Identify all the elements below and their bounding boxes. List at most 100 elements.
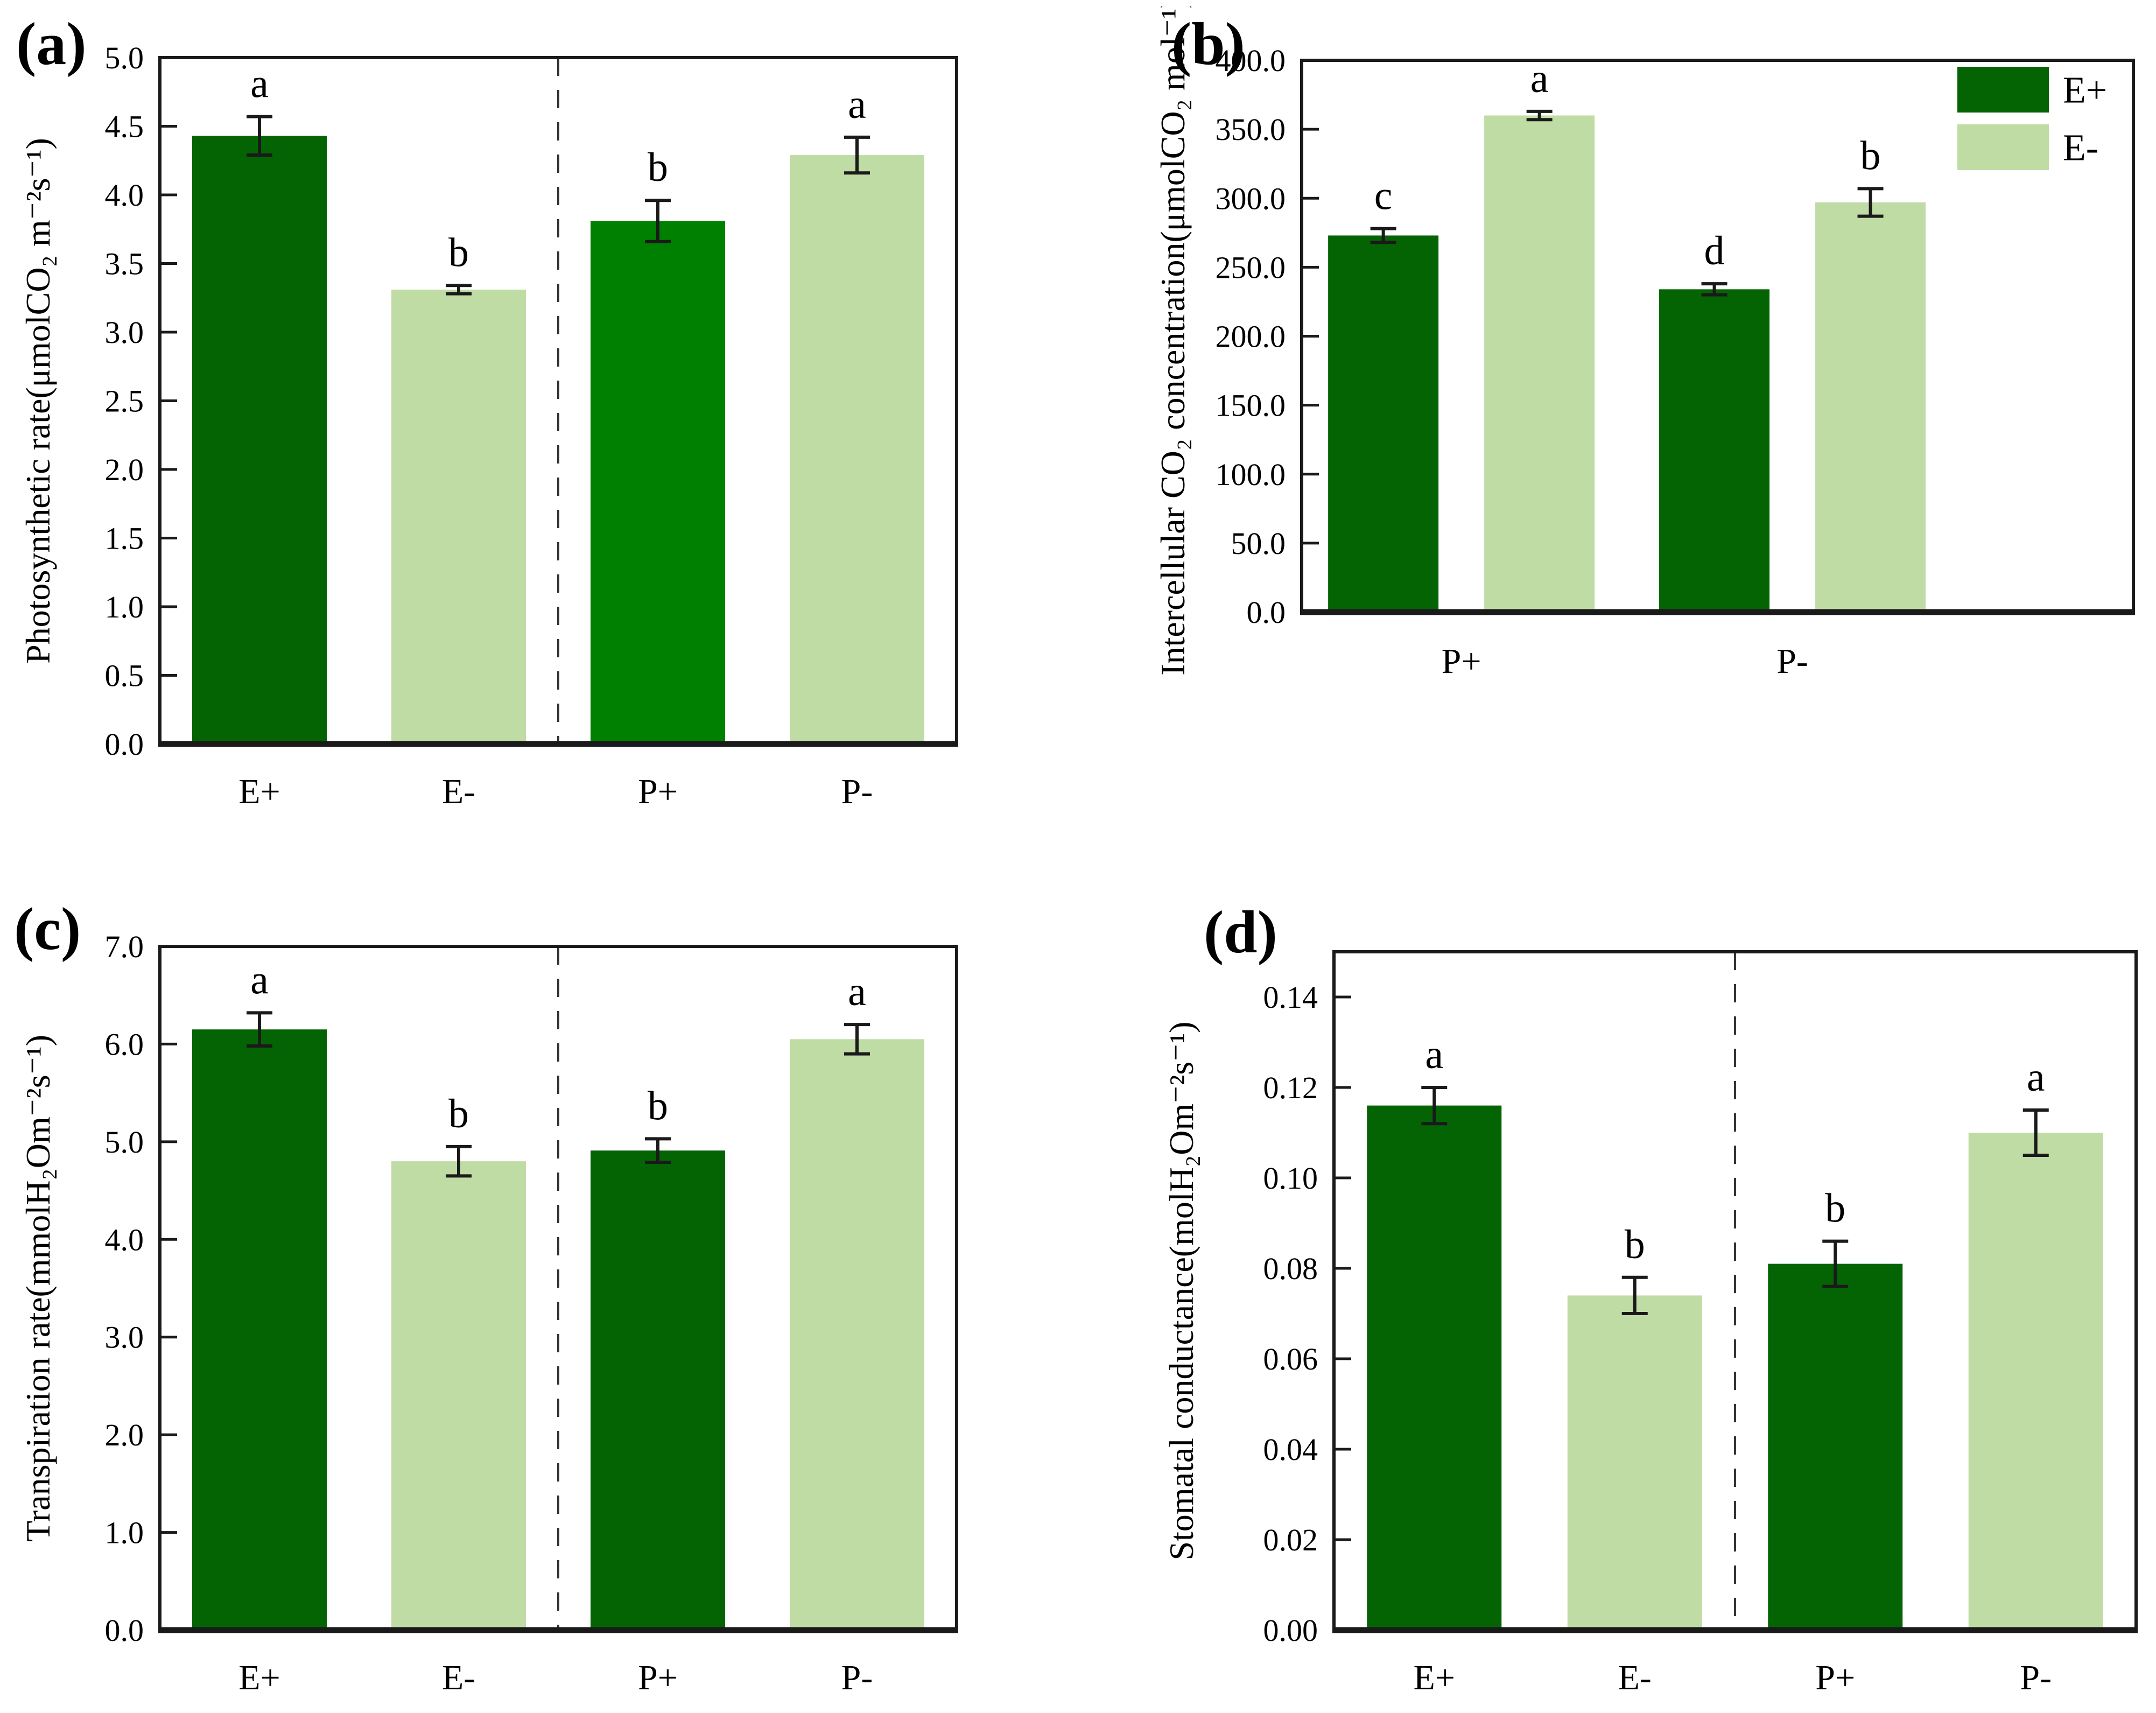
y-tick-label: 6.0 <box>105 1027 144 1062</box>
y-tick-label: 5.0 <box>105 1125 144 1160</box>
y-tick-label: 300.0 <box>1216 181 1286 216</box>
sig-letter: b <box>1825 1186 1845 1231</box>
bar-E- <box>391 289 526 744</box>
y-tick-label: 4.5 <box>105 109 144 144</box>
panel-a-label: (a) <box>16 11 87 78</box>
x-tick-label: E- <box>442 772 475 811</box>
x-tick-label: P+ <box>638 1658 678 1697</box>
bar-P--E+ <box>1659 289 1770 612</box>
legend-label: E- <box>2063 128 2098 169</box>
x-tick-label: P- <box>841 1658 873 1697</box>
y-tick-label: 150.0 <box>1216 388 1286 423</box>
sig-letter: b <box>1860 133 1881 178</box>
error-bar <box>1421 1086 1448 1126</box>
y-tick-label: 2.5 <box>105 384 144 419</box>
x-tick-label: P+ <box>1815 1658 1855 1697</box>
y-tick-label: 50.0 <box>1231 526 1286 561</box>
y-axis-label: Intercellular CO₂ concentration(μmolCO₂ … <box>1154 6 1192 676</box>
bar-P- <box>790 155 924 744</box>
x-tick-label: E+ <box>238 772 280 811</box>
legend-label: E+ <box>2063 70 2107 111</box>
x-tick-label: P+ <box>638 772 678 811</box>
y-axis-label: Photosynthetic rate(μmolCO₂ m⁻²s⁻¹) <box>19 138 57 664</box>
sig-letter: b <box>448 230 469 275</box>
error-bar <box>844 1023 870 1056</box>
panel-a: (a) 0.0 0.5 1.0 1.5 2.0 2.5 3.0 3.5 4.0 4.5 5.0 Pho… <box>6 6 1056 860</box>
panel-a-plot: 0.0 0.5 1.0 1.5 2.0 2.5 3.0 3.5 4.0 4.5 5.0 Photosy… <box>19 40 958 811</box>
x-tick-label: E- <box>442 1658 475 1697</box>
bar-E- <box>1567 1295 1702 1630</box>
y-tick-label: 0.02 <box>1263 1522 1318 1557</box>
panel-c: (c) 0.0 1.0 2.0 3.0 4.0 5.0 6.0 7.0 Transpiratio… <box>6 887 1056 1713</box>
panel-c-label: (c) <box>14 896 81 963</box>
bar-E+ <box>192 1029 327 1630</box>
panel-b-plot: 0.0 50.0 100.0 150.0 200.0 250.0 300.0 350.0 400… <box>1154 6 2135 681</box>
x-tick-label: P+ <box>1442 642 1481 681</box>
y-tick-label: 400.0 <box>1216 43 1286 78</box>
y-tick-label: 5.0 <box>105 40 144 75</box>
y-tick-label: 350.0 <box>1216 112 1286 147</box>
panel-c-plot: 0.0 1.0 2.0 3.0 4.0 5.0 6.0 7.0 Transpiration ra… <box>19 929 958 1697</box>
y-tick-label: 3.5 <box>105 247 144 282</box>
y-tick-label: 2.0 <box>105 452 144 487</box>
y-tick-label: 4.0 <box>105 1222 144 1257</box>
y-tick-label: 0.00 <box>1263 1613 1318 1648</box>
bar-E- <box>391 1161 526 1630</box>
error-bar <box>446 284 472 296</box>
legend-swatch-E- <box>1957 124 2049 170</box>
panel-d-label: (d) <box>1204 899 1277 966</box>
error-bar <box>2022 1108 2049 1157</box>
y-tick-label: 0.5 <box>105 658 144 693</box>
y-tick-label: 250.0 <box>1216 250 1286 285</box>
x-tick-label: E+ <box>238 1658 280 1697</box>
y-axis-label: Stomatal conductance(molH₂Om⁻²s⁻¹) <box>1162 1022 1200 1561</box>
y-tick-label: 0.0 <box>105 1613 144 1648</box>
error-bar <box>844 135 870 175</box>
y-tick-label: 0.08 <box>1263 1251 1318 1286</box>
error-bar <box>1370 227 1396 244</box>
x-tick-label: E+ <box>1413 1658 1455 1697</box>
error-bar <box>247 1011 272 1048</box>
y-axis-label: Transpiration rate(mmolH₂Om⁻²s⁻¹) <box>19 1035 57 1542</box>
sig-letter: a <box>2027 1055 2045 1100</box>
y-tick-label: 1.5 <box>105 521 144 556</box>
bar-P+ <box>591 221 725 744</box>
bar-P--E- <box>1815 202 1926 612</box>
bar-E+ <box>192 136 327 745</box>
y-tick-label: 200.0 <box>1216 319 1286 354</box>
y-tick-label: 0.0 <box>105 727 144 762</box>
sig-letter: a <box>848 82 866 127</box>
y-tick-label: 4.0 <box>105 178 144 213</box>
sig-letter: b <box>1625 1222 1645 1267</box>
bar-P+ <box>591 1150 725 1630</box>
bar-P- <box>790 1039 924 1630</box>
y-tick-label: 1.0 <box>105 589 144 624</box>
error-bar <box>1526 109 1553 122</box>
error-bar <box>1701 282 1727 297</box>
error-bar <box>645 199 671 243</box>
sig-letter: c <box>1374 173 1393 219</box>
panel-d-plot: 0.00 0.02 0.04 0.06 0.08 0.10 0.12 0.14 Stomatal… <box>1162 950 2138 1697</box>
bar-P- <box>1968 1133 2103 1630</box>
error-bar <box>1621 1275 1648 1315</box>
y-tick-label: 0.0 <box>1247 595 1286 630</box>
y-tick-label: 3.0 <box>105 315 144 350</box>
bar-P+-E+ <box>1328 235 1439 612</box>
sig-letter: a <box>1530 56 1549 101</box>
x-tick-label: E- <box>1618 1658 1652 1697</box>
panel-c-chart: 0.0 1.0 2.0 3.0 4.0 5.0 6.0 7.0 Transpiration ra… <box>6 887 1056 1713</box>
error-bar <box>1857 187 1884 218</box>
x-tick-label: P- <box>2020 1658 2052 1697</box>
error-bar <box>1822 1239 1849 1288</box>
panel-b-label: (b) <box>1171 11 1245 78</box>
y-tick-label: 7.0 <box>105 929 144 964</box>
error-bar <box>446 1145 472 1178</box>
sig-letter: b <box>448 1091 469 1136</box>
sig-letter: a <box>250 957 269 1002</box>
x-tick-label: P- <box>1776 642 1808 681</box>
panel-d-chart: 0.00 0.02 0.04 0.06 0.08 0.10 0.12 0.14 Stomatal… <box>1140 887 2156 1713</box>
x-tick-label: P- <box>841 772 873 811</box>
panel-b: (b) 0.0 50.0 100.0 150.0 200.0 250.0 300.0 350.… <box>1140 6 2156 860</box>
error-bar <box>645 1137 671 1164</box>
legend-swatch-E+ <box>1957 67 2049 113</box>
